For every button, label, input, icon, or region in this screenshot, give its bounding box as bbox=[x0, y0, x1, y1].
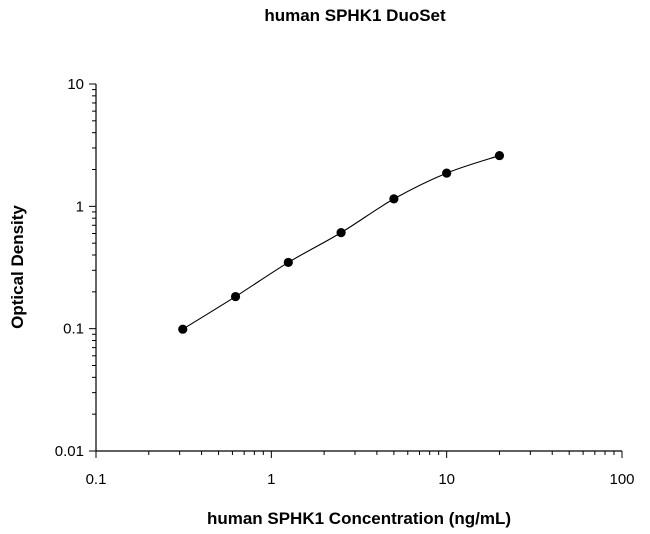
data-point bbox=[494, 150, 505, 161]
y-tick-label: 0.01 bbox=[55, 443, 84, 460]
data-point bbox=[230, 291, 241, 302]
chart-title: human SPHK1 DuoSet bbox=[264, 6, 446, 25]
data-point bbox=[336, 227, 346, 238]
axes bbox=[95, 84, 622, 452]
data-point bbox=[178, 324, 188, 334]
y-tick-label: 0.1 bbox=[63, 321, 84, 338]
y-tick-label: 1 bbox=[76, 198, 84, 215]
data-points bbox=[178, 150, 505, 334]
data-point bbox=[389, 194, 399, 204]
fit-curve bbox=[182, 155, 500, 330]
x-tick-label: 0.1 bbox=[86, 471, 107, 488]
x-tick-label: 1 bbox=[267, 471, 275, 488]
x-tick-label: 10 bbox=[438, 471, 455, 488]
x-tick-label: 100 bbox=[609, 471, 634, 488]
y-tick-label: 10 bbox=[67, 76, 84, 93]
x-axis-label: human SPHK1 Concentration (ng/mL) bbox=[206, 509, 512, 528]
axis-ticks bbox=[89, 83, 623, 458]
data-point bbox=[442, 168, 452, 178]
data-point bbox=[283, 257, 293, 268]
